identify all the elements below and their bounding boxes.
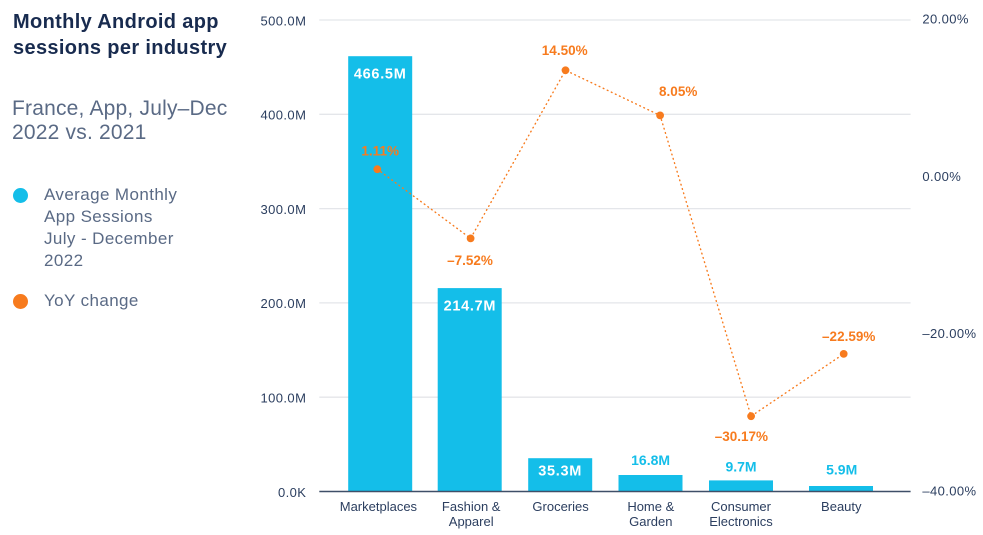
svg-text:Consumer: Consumer [711, 499, 772, 514]
svg-text:–22.59%: –22.59% [822, 329, 875, 344]
svg-text:Marketplaces: Marketplaces [340, 499, 418, 514]
svg-text:0.0K: 0.0K [278, 485, 306, 500]
svg-text:Electronics: Electronics [709, 514, 773, 529]
svg-text:0.00%: 0.00% [922, 169, 961, 184]
svg-text:100.0M: 100.0M [261, 391, 307, 406]
svg-text:5.9M: 5.9M [826, 462, 857, 478]
svg-text:Beauty: Beauty [821, 499, 862, 514]
svg-text:Groceries: Groceries [532, 499, 589, 514]
svg-text:35.3M: 35.3M [538, 464, 582, 480]
svg-text:1.11%: 1.11% [361, 144, 399, 159]
svg-text:Garden: Garden [629, 514, 672, 529]
svg-text:200.0M: 200.0M [261, 296, 307, 311]
svg-text:Fashion &: Fashion & [442, 499, 501, 514]
svg-text:8.05%: 8.05% [659, 84, 697, 99]
svg-text:Home &: Home & [627, 499, 674, 514]
svg-text:–7.52%: –7.52% [447, 253, 493, 268]
svg-text:–40.00%: –40.00% [922, 484, 976, 499]
svg-text:500.0M: 500.0M [261, 13, 307, 28]
svg-text:–20.00%: –20.00% [922, 326, 976, 341]
svg-text:20.00%: 20.00% [922, 12, 969, 27]
svg-text:–30.17%: –30.17% [715, 429, 768, 444]
svg-text:214.7M: 214.7M [444, 299, 497, 315]
svg-text:400.0M: 400.0M [261, 108, 307, 123]
svg-text:466.5M: 466.5M [354, 66, 407, 82]
svg-text:Apparel: Apparel [449, 514, 494, 529]
svg-text:300.0M: 300.0M [261, 202, 307, 217]
svg-text:9.7M: 9.7M [725, 458, 756, 474]
svg-text:14.50%: 14.50% [542, 43, 588, 58]
svg-text:16.8M: 16.8M [631, 452, 670, 468]
